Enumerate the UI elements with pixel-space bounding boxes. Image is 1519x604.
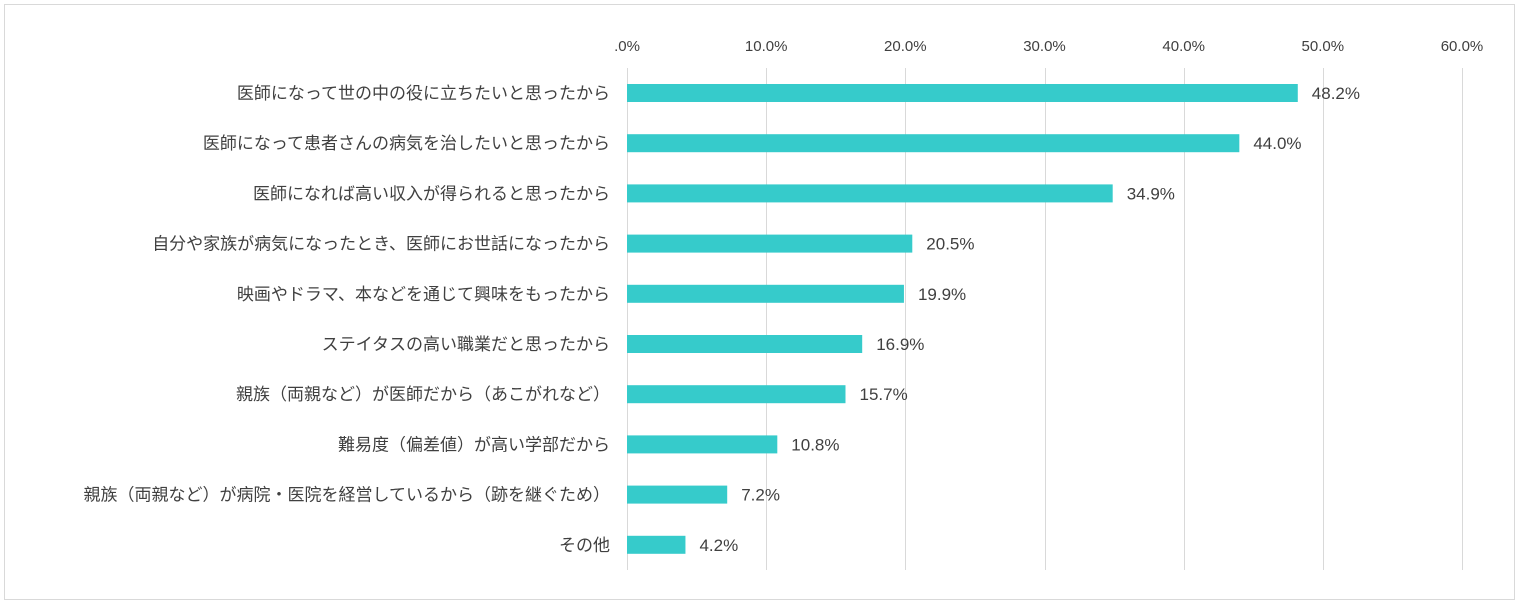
data-label: 48.2% xyxy=(1312,84,1360,103)
x-tick-label: 60.0% xyxy=(1441,38,1484,55)
bar xyxy=(627,84,1298,102)
bar xyxy=(627,134,1240,153)
x-tick-label: 50.0% xyxy=(1302,38,1345,55)
bar xyxy=(627,435,778,454)
bar xyxy=(627,485,728,504)
x-tick-label: 30.0% xyxy=(1023,38,1066,55)
category-label: ステイタスの高い職業だと思ったから xyxy=(322,335,610,355)
bar xyxy=(627,385,846,404)
category-label: 親族（両親など）が病院・医院を経営しているから（跡を継ぐため） xyxy=(84,486,611,506)
x-tick-label: 10.0% xyxy=(745,38,788,55)
bar xyxy=(627,335,863,353)
bars xyxy=(627,84,1298,554)
data-label: 16.9% xyxy=(876,335,924,354)
category-label: 難易度（偏差値）が高い学部だから xyxy=(338,435,610,455)
x-tick-label: 20.0% xyxy=(884,38,927,55)
category-label: 医師になって患者さんの病気を治したいと思ったから xyxy=(203,134,610,154)
category-label: 映画やドラマ、本などを通じて興味をもったから xyxy=(237,285,610,305)
category-label: その他 xyxy=(559,536,610,556)
bar xyxy=(627,234,913,253)
bar xyxy=(627,535,686,554)
data-label: 20.5% xyxy=(926,235,974,254)
category-label: 自分や家族が病気になったとき、医師にお世話になったから xyxy=(152,235,610,255)
data-label: 44.0% xyxy=(1253,134,1301,153)
data-labels: 48.2% 44.0% 34.9% 20.5% 19.9% 16.9% 15.7% 10.8%… xyxy=(699,84,1360,555)
data-label: 10.8% xyxy=(791,435,839,454)
data-label: 34.9% xyxy=(1127,184,1175,203)
data-label: 4.2% xyxy=(699,536,738,555)
x-tick-label: .0% xyxy=(614,38,640,55)
bar xyxy=(627,284,904,303)
category-label: 医師になって世の中の役に立ちたいと思ったから xyxy=(237,84,610,104)
bar xyxy=(627,184,1113,203)
data-label: 19.9% xyxy=(918,285,966,304)
data-label: 15.7% xyxy=(859,385,907,404)
data-label: 7.2% xyxy=(741,486,780,505)
category-label: 親族（両親など）が医師だから（あこがれなど） xyxy=(236,385,610,405)
category-label: 医師になれば高い収入が得られると思ったから xyxy=(253,184,610,204)
x-tick-label: 40.0% xyxy=(1162,38,1205,55)
x-axis-ticks: .0% 10.0% 20.0% 30.0% 40.0% 50.0% 60.0% xyxy=(614,38,1483,55)
category-labels: 医師になって世の中の役に立ちたいと思ったから医師になって患者さんの病気を治したい… xyxy=(84,84,611,556)
